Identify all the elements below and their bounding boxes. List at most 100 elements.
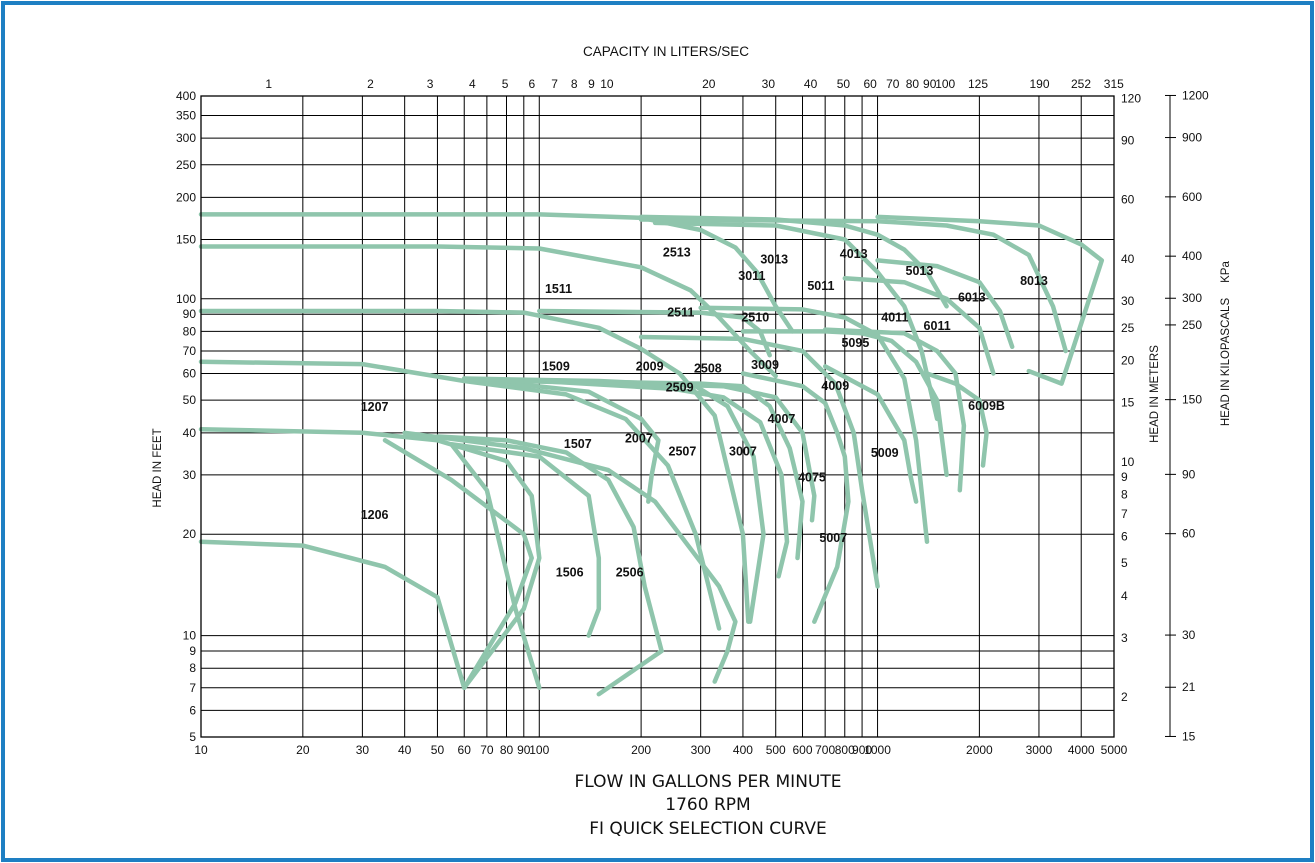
x-tick-label-16: 800 [835, 743, 855, 757]
curve-label-6013: 6013 [958, 290, 986, 304]
top-tick-label-9: 10 [600, 77, 614, 91]
y-tick-label-17: 250 [176, 158, 196, 172]
curve-2509 [504, 378, 817, 523]
x-tick-label-9: 100 [529, 743, 549, 757]
curve-1207 [198, 426, 542, 691]
y-tick-label-7: 30 [183, 468, 197, 482]
x-tick-label-5: 60 [458, 743, 472, 757]
top-tick-label-5: 6 [529, 77, 536, 91]
curve-label-5009: 5009 [871, 446, 899, 460]
curve-1206 [198, 438, 534, 691]
x-tick-label-3: 40 [398, 743, 412, 757]
curve-5009 [822, 327, 967, 493]
kpa-tick-label-9: 600 [1182, 190, 1202, 204]
plot-border [200, 95, 1115, 738]
curve-2507 [537, 378, 790, 579]
x-tick-label-17: 900 [852, 743, 872, 757]
top-tick-label-20: 190 [1030, 77, 1050, 91]
y-tick-label-0: 5 [189, 730, 196, 744]
y-tick-label-5: 10 [183, 629, 197, 643]
curve-1507 [435, 434, 664, 697]
kpa-tick-label-6: 250 [1182, 318, 1202, 332]
meter-tick-label-5: 7 [1121, 507, 1128, 521]
top-tick-label-19: 125 [968, 77, 988, 91]
curve-label-1511: 1511 [545, 282, 572, 296]
curve-label-8013: 8013 [1020, 274, 1048, 288]
kpa-tick-label-7: 300 [1182, 291, 1202, 305]
meter-tick-label-6: 8 [1121, 487, 1128, 501]
x-tick-label-7: 80 [500, 743, 514, 757]
y-tick-label-20: 400 [176, 89, 196, 103]
top-tick-label-16: 80 [906, 77, 920, 91]
curve-2513 [198, 212, 795, 334]
curve-2007 [461, 376, 661, 504]
x-tick-label-10: 200 [631, 743, 651, 757]
x-tick-label-15: 700 [815, 743, 835, 757]
x-tick-label-1: 20 [296, 743, 310, 757]
curve-1509 [198, 359, 722, 631]
x-tick-label-8: 90 [517, 743, 531, 757]
curve-label-2509: 2509 [666, 381, 694, 395]
top-tick-label-3: 4 [469, 77, 476, 91]
curve-3007 [638, 334, 880, 589]
kpa-unit-label: KPa [1220, 261, 1232, 283]
x-tick-label-14: 600 [792, 743, 812, 757]
x-tick-label-6: 70 [480, 743, 494, 757]
top-tick-label-13: 50 [837, 77, 851, 91]
meter-axis-ticks: 2 3 4 5 6 7 8 910 15 20 25 30 40 60 90 120 [1121, 91, 1141, 704]
x-tick-label-19: 2000 [966, 743, 993, 757]
curve-label-4007: 4007 [768, 412, 796, 426]
x-tick-label-12: 400 [733, 743, 753, 757]
curve-label-1207: 1207 [361, 400, 389, 414]
top-tick-label-8: 9 [588, 77, 595, 91]
y-tick-label-3: 8 [189, 661, 196, 675]
kpa-tick-label-11: 1200 [1182, 88, 1209, 102]
meter-tick-label-13: 40 [1121, 252, 1135, 266]
curve-1506 [449, 441, 602, 691]
x-tick-label-20: 3000 [1026, 743, 1053, 757]
kpa-tick-label-5: 150 [1182, 393, 1202, 407]
curve-5011 [875, 258, 1015, 350]
curve-label-2007: 2007 [625, 431, 653, 445]
curve-label-2513: 2513 [663, 246, 691, 260]
curve-4011 [842, 276, 996, 376]
curve-2510 [537, 308, 772, 358]
y-tick-label-2: 7 [189, 681, 196, 695]
y-tick-label-4: 9 [189, 644, 196, 658]
curve-label-2507: 2507 [669, 445, 697, 459]
curve-label-2510: 2510 [741, 310, 769, 324]
x-tick-label-18: 1000 [864, 743, 891, 757]
top-tick-label-10: 20 [702, 77, 716, 91]
curve-label-3009: 3009 [751, 358, 779, 372]
meter-tick-label-8: 10 [1121, 455, 1135, 469]
curve-label-5095: 5095 [841, 336, 869, 350]
curve-2511 [198, 244, 778, 379]
curve-labels: 1206 1207 1506 1507 1509 1511 2007 2009 2506 2507… [361, 246, 1048, 580]
curve-label-2009: 2009 [636, 359, 664, 373]
x-tick-label-22: 5000 [1101, 743, 1128, 757]
curve-6009B [924, 371, 989, 468]
meter-tick-label-3: 5 [1121, 556, 1128, 570]
kpa-tick-label-8: 400 [1182, 249, 1202, 263]
curve-label-1507: 1507 [564, 437, 592, 451]
top-tick-label-18: 100 [935, 77, 955, 91]
kpa-tick-label-0: 15 [1182, 729, 1196, 743]
x-tick-label-21: 4000 [1068, 743, 1095, 757]
y-tick-label-18: 300 [176, 131, 196, 145]
meter-tick-label-7: 9 [1121, 470, 1128, 484]
top-tick-label-11: 30 [762, 77, 776, 91]
y-tick-label-19: 350 [176, 109, 196, 123]
curve-3011 [652, 220, 940, 422]
curve-label-1509: 1509 [542, 359, 570, 373]
kpa-tick-label-1: 21 [1182, 680, 1196, 694]
y-tick-label-16: 200 [176, 190, 196, 204]
top-tick-label-4: 5 [502, 77, 509, 91]
top-tick-label-7: 8 [571, 77, 578, 91]
y-tick-label-15: 150 [176, 232, 196, 246]
meter-tick-label-2: 4 [1121, 589, 1128, 603]
meter-tick-label-14: 60 [1121, 193, 1135, 207]
meter-tick-label-15: 90 [1121, 133, 1135, 147]
curve-label-3007: 3007 [729, 445, 757, 459]
